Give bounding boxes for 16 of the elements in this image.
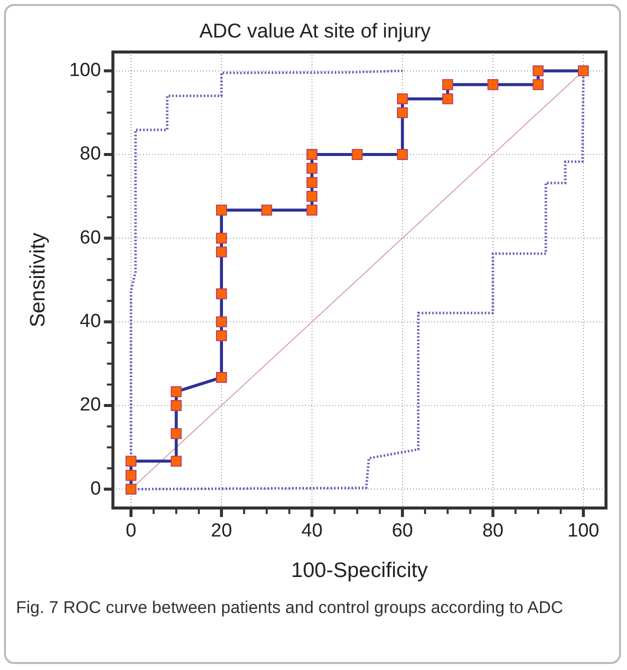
x-tick-label: 20: [210, 520, 232, 542]
y-tick-label: 80: [80, 144, 101, 165]
y-tick-label: 60: [80, 227, 101, 248]
y-axis-title: Sensitivity: [26, 232, 50, 328]
x-tick-label: 0: [126, 520, 136, 542]
x-tick-label: 60: [392, 520, 413, 542]
chart-title: ADC value At site of injury: [199, 20, 431, 43]
y-tick-label: 0: [90, 478, 101, 500]
x-tick-label: 40: [301, 520, 323, 542]
y-tick-label: 40: [80, 311, 101, 332]
x-axis-title: 100-Specificity: [291, 559, 428, 582]
y-tick-label: 20: [80, 394, 101, 416]
x-tick-label: 100: [568, 520, 600, 542]
y-tick-label: 100: [69, 60, 101, 82]
x-tick-label: 80: [482, 520, 504, 542]
caption: Fig. 7 ROC curve between patients and control groups according to ADC: [16, 597, 564, 619]
